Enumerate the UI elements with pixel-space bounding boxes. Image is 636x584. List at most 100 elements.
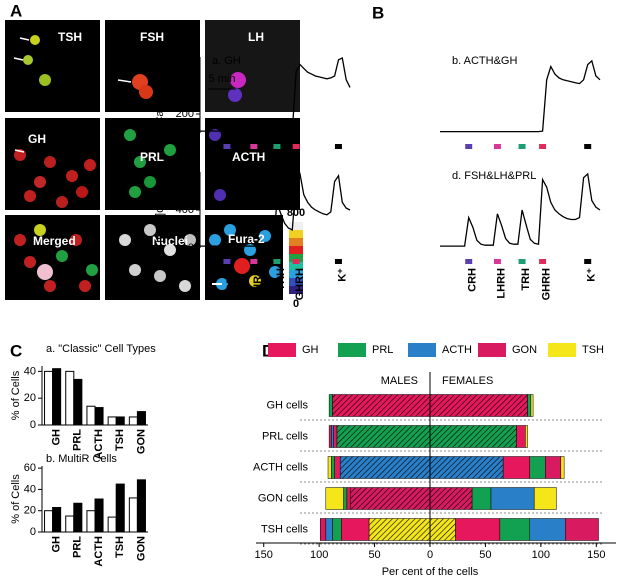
stimulus-label: K⁺ <box>336 268 348 282</box>
micrograph-label: FSH <box>140 30 164 44</box>
trace <box>200 172 351 247</box>
row-label: ACTH cells <box>253 461 309 473</box>
bar-segment <box>334 456 341 479</box>
stimulus-label: GHRH <box>294 268 306 300</box>
trace <box>200 57 351 132</box>
colorbar-step <box>289 222 303 230</box>
legend-swatch <box>338 343 366 357</box>
cell <box>139 85 153 99</box>
cell <box>124 129 136 141</box>
row-label: PRL cells <box>262 430 309 442</box>
legend-swatch <box>478 343 506 357</box>
bar <box>115 416 125 426</box>
cell <box>244 244 256 256</box>
cell <box>44 156 56 168</box>
stimulus-marker <box>334 259 342 264</box>
micrograph-label: GH <box>28 132 46 146</box>
stimulus-marker <box>292 144 300 149</box>
cell <box>84 159 96 171</box>
y-tick-label: 600 <box>176 70 194 82</box>
bar-segment <box>564 518 599 541</box>
bar-segment <box>429 394 528 417</box>
bar-segment <box>545 456 562 479</box>
bar <box>65 515 75 533</box>
bar-segment <box>349 487 431 510</box>
trace <box>440 172 601 247</box>
panel-label: A <box>10 1 22 20</box>
legend-swatch <box>268 343 296 357</box>
x-tick-label: ACTH <box>93 536 105 567</box>
row-label: TSH cells <box>261 523 309 535</box>
x-axis-label: Per cent of the cells <box>382 566 479 578</box>
bar-segment <box>429 518 456 541</box>
stimulus-marker <box>250 144 258 149</box>
cell <box>164 244 176 256</box>
x-tick-label: ACTH <box>93 429 105 460</box>
micrograph-label: TSH <box>58 30 82 44</box>
micrograph <box>105 20 200 112</box>
bar-segment <box>346 487 351 510</box>
x-tick-label: GON <box>135 536 147 561</box>
bar-segment <box>471 487 492 510</box>
x-tick-label: GON <box>135 429 147 454</box>
stimulus-marker <box>250 259 258 264</box>
cell <box>224 224 236 236</box>
bar <box>73 378 83 426</box>
y-axis-label: % of Cells <box>10 474 22 524</box>
cell <box>144 176 156 188</box>
arrow <box>19 37 30 41</box>
stimulus-marker <box>334 144 342 149</box>
cell <box>70 234 82 246</box>
bar-segment <box>560 456 565 479</box>
stimulus-marker <box>518 259 526 264</box>
stimulus-marker <box>223 144 231 149</box>
cell <box>14 234 26 246</box>
y-tick-label: 40 <box>24 483 36 495</box>
x-tick-label: GH <box>51 429 63 446</box>
bar <box>86 405 96 426</box>
bar-segment <box>530 394 534 417</box>
bar-segment <box>331 425 334 448</box>
bar <box>128 497 138 533</box>
stimulus-marker <box>465 144 473 149</box>
stimulus-label: CRH <box>467 268 479 292</box>
side-title: MALES <box>381 375 418 387</box>
bar-segment <box>527 394 532 417</box>
arrow <box>14 149 25 153</box>
bar-segment <box>529 456 546 479</box>
row-label: GON cells <box>258 492 309 504</box>
colorbar-step <box>289 246 303 254</box>
cell <box>214 189 226 201</box>
cell <box>66 170 78 182</box>
stimulus-marker <box>273 259 281 264</box>
chart-title: d. FSH&LH&PRL <box>452 170 536 182</box>
stimulus-label: GHRH <box>540 268 552 300</box>
micrograph <box>105 118 200 210</box>
colorbar-step <box>289 286 303 294</box>
cell <box>34 224 46 236</box>
bar-segment <box>325 518 333 541</box>
bar-segment <box>341 518 370 541</box>
y-tick-label: 0 <box>30 526 36 538</box>
cell <box>79 280 91 292</box>
y-tick-label: 60 <box>24 462 36 474</box>
bar-segment <box>429 487 473 510</box>
bar-segment <box>331 456 335 479</box>
colorbar-label: 0 <box>293 298 299 310</box>
y-axis-label: [Ca²⁺]c in nM <box>154 177 166 242</box>
bar-segment <box>320 518 327 541</box>
bar <box>44 510 54 533</box>
y-tick-label: 0 <box>188 127 194 139</box>
cell <box>249 275 261 287</box>
y-tick-label: 200 <box>176 108 194 120</box>
y-tick-label: 0 <box>188 242 194 254</box>
cell <box>39 74 51 86</box>
cell <box>269 266 281 278</box>
stimulus-marker <box>493 259 501 264</box>
micrograph-label: Merged <box>33 234 76 248</box>
cell <box>259 230 271 242</box>
y-tick-label: 20 <box>24 392 36 404</box>
stimulus-marker <box>584 259 592 264</box>
colorbar-step <box>289 254 303 262</box>
stimulus-marker <box>465 259 473 264</box>
